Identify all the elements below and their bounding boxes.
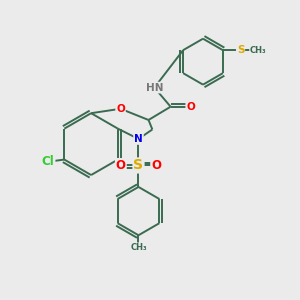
Text: O: O (116, 159, 126, 172)
Text: Cl: Cl (42, 154, 55, 167)
Text: CH₃: CH₃ (250, 46, 266, 55)
Text: O: O (186, 102, 195, 112)
Text: O: O (151, 159, 161, 172)
Text: HN: HN (146, 82, 163, 93)
Text: S: S (134, 158, 143, 172)
Text: S: S (237, 45, 244, 55)
Text: CH₃: CH₃ (130, 243, 147, 252)
Text: N: N (134, 134, 143, 144)
Text: O: O (116, 104, 125, 114)
